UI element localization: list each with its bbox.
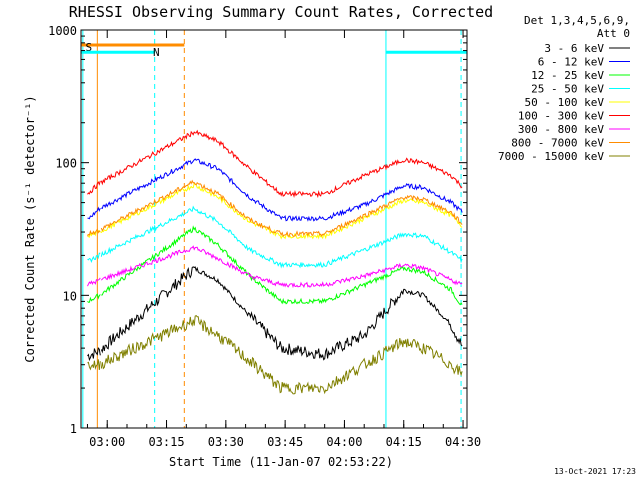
legend-label-7: 800 - 7000 keV: [511, 137, 604, 150]
legend-header-line2: Att 0: [597, 27, 630, 40]
x-axis: 03:00 03:15 03:30 03:45 04:00 04:15 04:30: [86, 30, 481, 449]
series-line-0-part-0: [87, 346, 101, 362]
series-line-7-part-0: [87, 228, 101, 237]
legend-header-line1: Det 1,3,4,5,6,9,: [524, 14, 630, 27]
x-tick-label-3: 03:45: [267, 435, 303, 449]
x-axis-label: Start Time (11-Jan-07 02:53:22): [169, 455, 393, 469]
annotation-label-s: S: [86, 41, 93, 54]
legend-label-6: 300 - 800 keV: [518, 123, 604, 136]
legend-label-8: 7000 - 15000 keV: [498, 150, 604, 163]
series-line-5-part-1: [100, 129, 463, 199]
series-line-6-part-1: [100, 245, 463, 289]
series-line-0-part-1: [100, 266, 463, 361]
series-line-2-part-0: [87, 293, 101, 303]
x-tick-label-5: 04:15: [386, 435, 422, 449]
series-line-1-part-0: [87, 206, 101, 220]
series-line-5-part-0: [87, 180, 101, 195]
x-tick-label-1: 03:15: [148, 435, 184, 449]
y-tick-label-1: 10: [63, 289, 77, 303]
y-tick-label-3: 1000: [48, 24, 77, 38]
series-line-2-part-1: [101, 225, 463, 306]
y-axis-label: Corrected Count Rate (s⁻¹ detector⁻¹): [23, 95, 37, 362]
legend-label-0: 3 - 6 keV: [544, 42, 604, 55]
series-line-8-part-0: [87, 359, 101, 371]
legend-label-1: 6 - 12 keV: [538, 56, 605, 69]
x-tick-label-2: 03:30: [208, 435, 244, 449]
series-line-1-part-1: [101, 158, 463, 222]
legend-label-4: 50 - 100 keV: [525, 96, 605, 109]
legend-label-2: 12 - 25 keV: [531, 69, 604, 82]
series-line-3-part-1: [100, 205, 463, 269]
series-line-6-part-0: [87, 277, 101, 287]
y-tick-label-0: 1: [70, 422, 77, 436]
series-line-7-part-1: [100, 179, 463, 237]
legend-label-3: 25 - 50 keV: [531, 83, 604, 96]
y-axis: 1 10 100 1000: [48, 24, 467, 436]
series-line-4-part-1: [100, 182, 463, 240]
chart-title: RHESSI Observing Summary Count Rates, Co…: [69, 3, 493, 21]
legend-label-5: 100 - 300 keV: [518, 110, 604, 123]
x-tick-label-6: 04:30: [445, 435, 481, 449]
annotation-label-n: N: [153, 46, 160, 59]
footer-date: 13-Oct-2021 17:23: [554, 467, 636, 476]
y-tick-label-2: 100: [55, 157, 77, 171]
x-tick-label-0: 03:00: [89, 435, 125, 449]
series-line-3-part-0: [87, 252, 101, 263]
series-line-8-part-1: [100, 314, 463, 395]
plot-frame: [80, 29, 468, 429]
x-tick-label-4: 04:00: [326, 435, 362, 449]
